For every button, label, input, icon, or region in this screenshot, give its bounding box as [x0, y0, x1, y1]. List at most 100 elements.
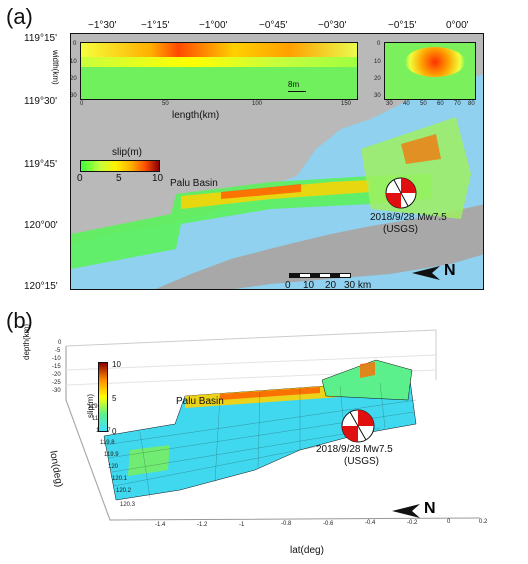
b-ztick: -5 [55, 348, 61, 354]
b-xtick: -0.4 [365, 520, 376, 526]
sea-south [235, 254, 483, 289]
colorbar-b-tick: 10 [112, 360, 121, 369]
colorbar-b-tick: 5 [112, 394, 117, 403]
inset1-ytick: 0 [73, 41, 77, 47]
panel-a-label: (a) [6, 4, 33, 29]
b-ztick: -25 [52, 380, 61, 386]
panel-b-xlabel: lat(deg) [290, 545, 324, 556]
scale-bar [289, 273, 351, 278]
colorbar-b-tick: 0 [112, 427, 117, 436]
left-tick: 120°15' [24, 281, 58, 292]
inset1-xtick: 100 [252, 101, 263, 107]
b-xtick: -0.2 [407, 520, 418, 526]
fault-surface-patch [128, 445, 170, 476]
left-tick: 119°15' [24, 33, 57, 44]
top-tick: −0°15' [388, 20, 417, 31]
b-xtick: 0 [447, 519, 451, 525]
scale-tick: 30 km [344, 280, 372, 291]
fault-surface-peak [220, 387, 320, 400]
north-label-a: N [444, 262, 456, 279]
top-tick: 0°00' [446, 20, 469, 31]
b-xtick: -1.2 [197, 522, 208, 528]
left-tick: 119°30' [24, 96, 57, 107]
event-label-a: 2018/9/28 Mw7.5 [370, 212, 447, 223]
inset2-xtick: 70 [454, 101, 461, 107]
b-xtick: -0.8 [281, 521, 292, 527]
land-south [155, 204, 483, 289]
b-ytick: 119.9 [104, 452, 119, 458]
focal-mechanism-icon-a [385, 177, 417, 209]
colorbar-b-title: slip(m) [86, 394, 95, 418]
inset2-xtick: 60 [437, 101, 444, 107]
inset2-slip-peak [405, 47, 465, 77]
inset1-ytick: 20 [70, 76, 77, 82]
inset1-xtick: 50 [162, 101, 169, 107]
inset-slip-map-2 [384, 42, 476, 100]
top-tick: −1°30' [88, 20, 117, 31]
slip-peak-band [221, 184, 301, 199]
b-ytick: 119.8 [100, 440, 115, 446]
left-tick: 119°45' [24, 159, 57, 170]
inset1-xtick: 150 [341, 101, 352, 107]
scale-tick: 10 [303, 280, 315, 291]
north-arrow-icon-a [412, 266, 440, 280]
inset2-xtick: 80 [468, 101, 475, 107]
event-label-b: 2018/9/28 Mw7.5 [316, 444, 393, 455]
inset1-ytick: 10 [70, 59, 77, 65]
inset2-xtick: 50 [420, 101, 427, 107]
fault-surface-segment-2-peak [360, 362, 375, 378]
inset2-ytick: 0 [377, 41, 381, 47]
b-xtick: -0.6 [323, 521, 334, 527]
colorbar-a [80, 160, 160, 172]
vector-scale-label: 8m [288, 80, 300, 89]
inset1-xtick: 0 [80, 101, 84, 107]
colorbar-b [98, 362, 108, 432]
b-xtick: -1 [239, 522, 245, 528]
colorbar-a-tick: 10 [152, 173, 164, 184]
inset2-xtick: 30 [386, 101, 393, 107]
inset1-xlabel: length(km) [172, 110, 220, 121]
b-ztick: -10 [52, 356, 61, 362]
left-tick: 120°00' [24, 220, 58, 231]
scale-tick: 0 [285, 280, 291, 291]
focal-mechanism-icon-b [341, 409, 375, 443]
b-ztick: -15 [52, 364, 61, 370]
top-tick: −0°45' [259, 20, 288, 31]
b-ytick: 120.1 [112, 476, 128, 482]
inset-slip-map-1 [80, 42, 358, 100]
fault-slip-strip [71, 174, 431, 269]
inset2-ytick: 30 [374, 93, 381, 99]
inset2-ytick: 10 [374, 59, 381, 65]
b-ztick: -30 [52, 388, 61, 394]
colorbar-a-title: slip(m) [112, 147, 142, 158]
palu-basin-label-a: Palu Basin [170, 178, 218, 189]
scale-tick: 20 [325, 280, 337, 291]
panel-b-label: (b) [6, 308, 33, 333]
inset2-ytick: 20 [374, 76, 381, 82]
b-ytick: 120.2 [116, 488, 132, 494]
north-arrow-icon-b [392, 504, 420, 518]
event-source-b: (USGS) [344, 456, 379, 467]
b-ztick: 0 [58, 340, 62, 346]
top-tick: −1°15' [141, 20, 170, 31]
panel-b-zlabel: depth(km) [22, 323, 31, 360]
inset1-ytick: 30 [70, 93, 77, 99]
vector-scale-arrow [288, 91, 306, 92]
inset2-xtick: 40 [403, 101, 410, 107]
b-xtick: 0.2 [479, 519, 488, 525]
top-tick: −0°30' [318, 20, 347, 31]
inset1-ylabel: width(km) [51, 50, 60, 85]
slip-high-band [181, 180, 371, 209]
north-label-b: N [424, 500, 436, 517]
palu-basin-label-b: Palu Basin [176, 396, 224, 407]
b-ytick: 120 [108, 464, 119, 470]
panel-b-3d-plot [65, 329, 481, 521]
inset-slip-band [81, 43, 357, 57]
b-ztick: -20 [52, 372, 61, 378]
b-ytick: 119.5 [88, 404, 103, 410]
b-ytick: 120.3 [120, 502, 136, 508]
slip-peak-segment-2 [401, 134, 441, 164]
inset-slip-band-2 [81, 57, 357, 67]
colorbar-a-tick: 5 [116, 173, 122, 184]
b-xtick: -1.4 [155, 522, 166, 528]
